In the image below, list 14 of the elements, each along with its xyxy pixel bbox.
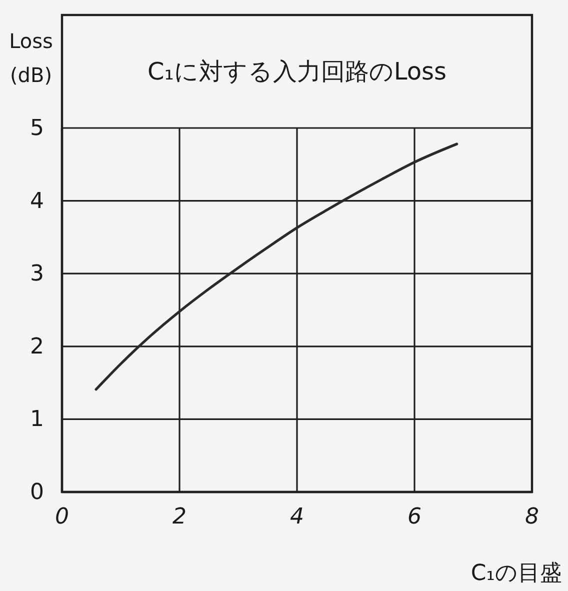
y-axis-title: Loss (dB): [9, 29, 53, 87]
x-tick-label: 0: [55, 504, 69, 530]
chart-title: C₁に対する入力回路のLoss: [147, 58, 447, 86]
x-tick-label: 2: [172, 504, 186, 530]
x-tick-label: 6: [408, 504, 422, 530]
x-tick-label: 4: [290, 504, 304, 530]
y-tick-label: 0: [30, 480, 44, 506]
x-tick-label: 8: [525, 504, 539, 530]
y-tick-label: 5: [30, 116, 44, 142]
y-tick-label: 4: [30, 188, 44, 214]
y-tick-label: 2: [30, 334, 44, 360]
y-tick-label: 1: [30, 407, 44, 432]
x-axis-title: C₁の目盛: [470, 561, 562, 586]
y-tick-label: 3: [30, 262, 44, 287]
